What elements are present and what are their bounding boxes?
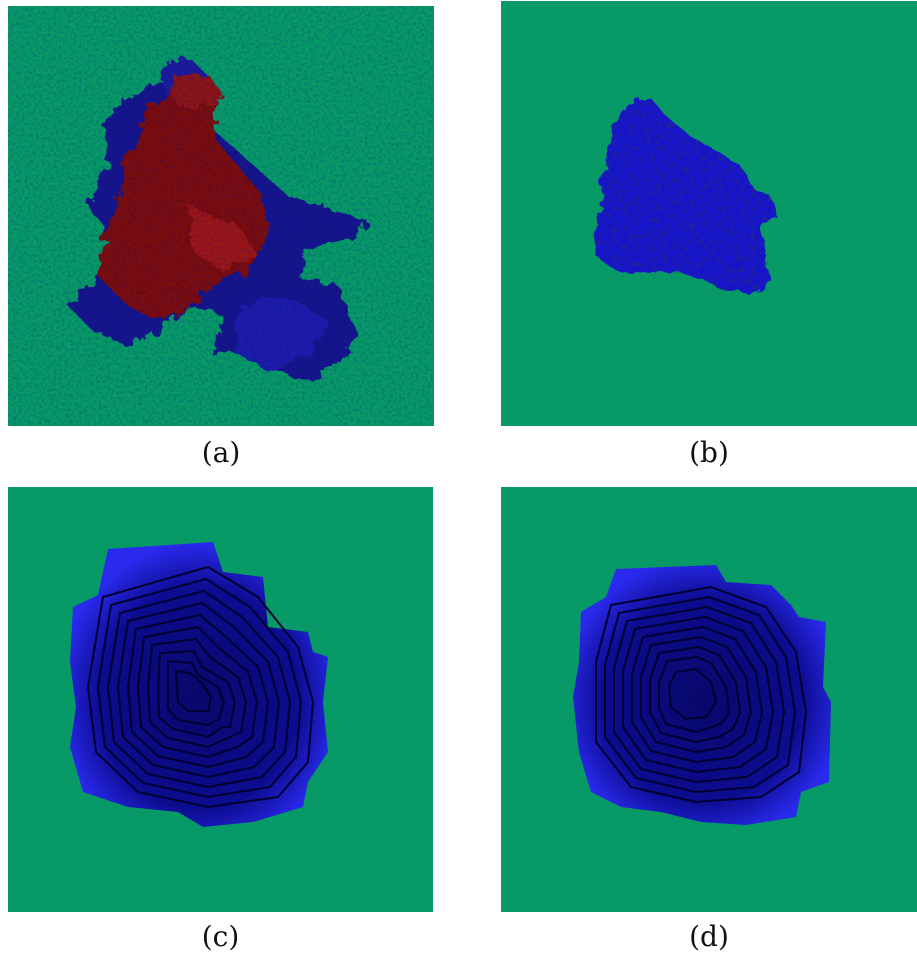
panel-c-image [8,487,433,912]
caption-d: (d) [689,920,729,953]
caption-c: (c) [201,920,240,953]
caption-b: (b) [689,436,729,469]
panel-d-image [501,487,917,912]
caption-a: (a) [201,436,241,469]
cluster-c-figure [8,487,433,912]
outer-blob [70,542,328,827]
cluster-d-figure [501,487,917,912]
panel-b-image [501,1,917,426]
cluster-a-figure [8,6,434,426]
outer-blob [573,565,831,825]
panel-a-image [8,6,434,426]
cluster-b-figure [501,1,917,426]
texture-overlay [8,6,434,426]
contour-rings [86,565,315,809]
cluster-texture [593,98,776,293]
contour-rings [595,585,808,804]
